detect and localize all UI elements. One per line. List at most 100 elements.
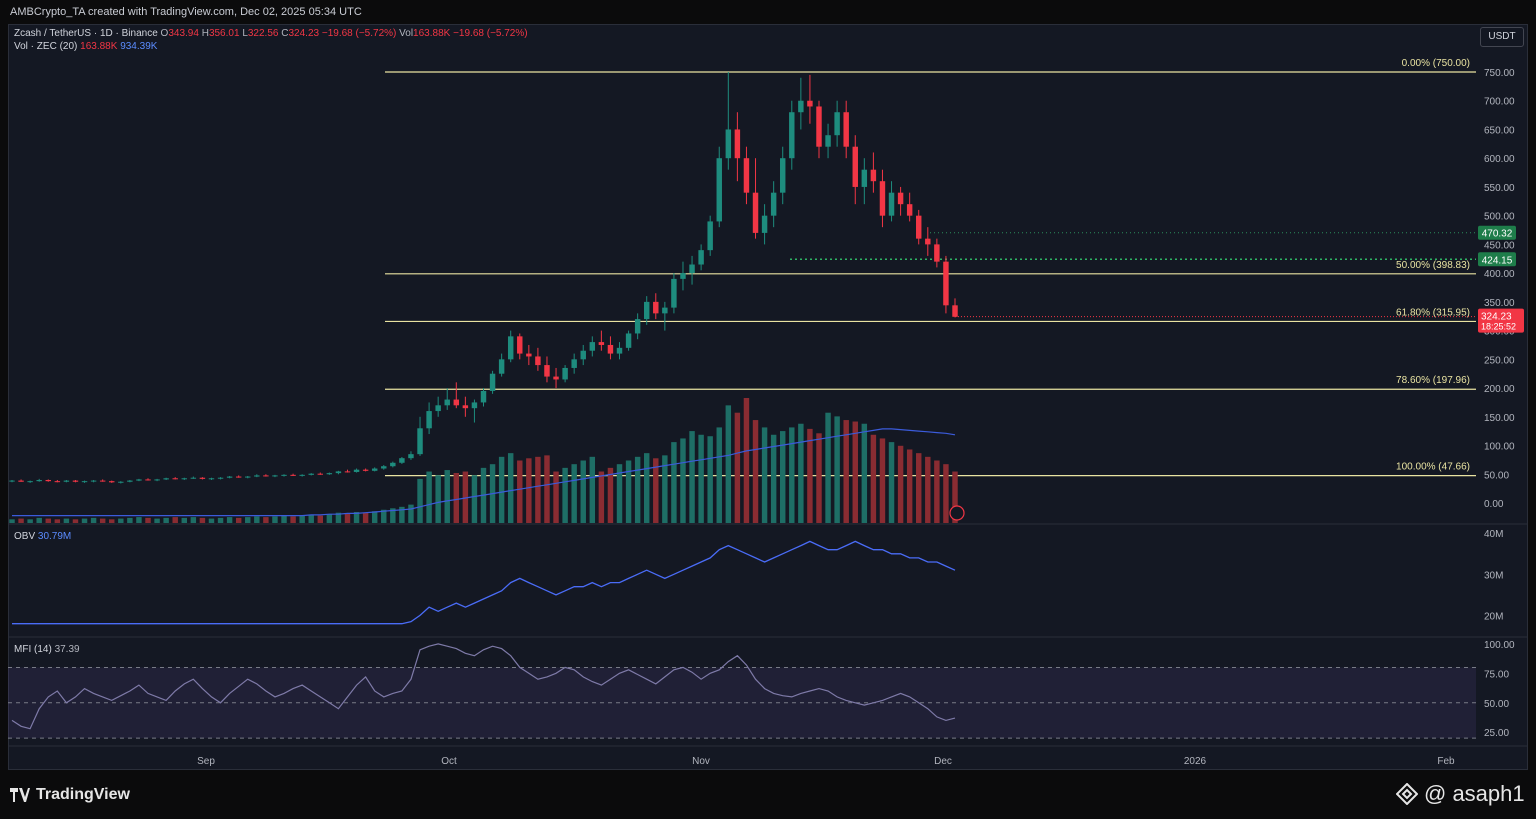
- vol-label: Vol: [399, 28, 414, 39]
- candle-body: [308, 473, 314, 475]
- candle-body: [217, 477, 224, 479]
- time-axis-label: Sep: [197, 756, 215, 767]
- candle-body: [426, 411, 432, 429]
- credit-text: AMBCrypto_TA created with TradingView.co…: [10, 6, 362, 18]
- volume-bar: [861, 423, 868, 523]
- ohlc-legend: Zcash / TetherUS · 1D · Binance O343.94 …: [14, 28, 528, 39]
- candle-body: [834, 112, 840, 136]
- volume-bar: [217, 517, 224, 523]
- candle-body: [852, 146, 858, 187]
- symbol-name[interactable]: Zcash / TetherUS · 1D · Binance: [14, 28, 158, 39]
- candle-body: [163, 478, 169, 480]
- volume-bar: [36, 517, 42, 523]
- price-axis-tick: 50.00: [1484, 470, 1509, 481]
- volume-bar: [353, 511, 360, 523]
- mfi-axis-tick: 75.00: [1484, 669, 1509, 680]
- volume-bar: [752, 420, 759, 523]
- candle-body: [643, 301, 650, 320]
- candle-body: [752, 192, 759, 233]
- candle-body: [272, 475, 278, 477]
- volume-bar: [553, 471, 559, 523]
- mfi-band: [8, 667, 1476, 739]
- volume-bar: [743, 398, 750, 523]
- volume-bar: [453, 473, 460, 523]
- candle-body: [580, 350, 586, 360]
- candle-body: [589, 342, 596, 351]
- volume-legend[interactable]: Vol · ZEC (20) 163.88K 934.39K: [14, 41, 157, 52]
- volume-bar: [716, 427, 722, 523]
- volume-bar: [589, 456, 596, 523]
- candle-body: [498, 359, 505, 374]
- price-axis-tick: 700.00: [1484, 97, 1515, 108]
- volume-bar: [952, 471, 958, 523]
- candle-body: [471, 402, 478, 409]
- obv-line: [12, 540, 956, 625]
- candle-body: [462, 405, 469, 409]
- price-chart[interactable]: 750.00 700.00 650.00 600.00 550.00 500.00 450.…: [0, 0, 1536, 770]
- volume-bar: [807, 428, 813, 523]
- candle-body: [571, 359, 577, 368]
- time-axis-label: Oct: [441, 756, 457, 767]
- time-axis-label: Nov: [692, 756, 710, 767]
- time-axis-label: Feb: [1437, 756, 1455, 767]
- volume-bar: [390, 508, 396, 523]
- binance-diamond-icon: [1396, 783, 1418, 805]
- candle-body: [843, 112, 849, 147]
- price-axis-tick: 600.00: [1484, 154, 1515, 165]
- candle-body: [770, 192, 777, 216]
- candle-body: [761, 215, 768, 233]
- volume-bar: [571, 464, 577, 523]
- candle-body: [90, 480, 97, 482]
- volume-bar: [190, 517, 197, 523]
- obv-axis-tick: 30M: [1484, 570, 1503, 581]
- mfi-legend[interactable]: MFI (14) 37.39: [14, 644, 80, 655]
- volume-bar: [707, 436, 713, 523]
- volume-bar: [879, 438, 886, 523]
- mfi-label: MFI (14): [14, 644, 52, 655]
- candle-body: [816, 106, 822, 147]
- candle-body: [444, 399, 450, 406]
- candle-body: [734, 129, 741, 159]
- low-label: L: [242, 28, 248, 39]
- volume-bar: [362, 512, 369, 523]
- volume-bar: [435, 475, 441, 523]
- candle-body: [235, 476, 242, 478]
- volume-bar: [408, 504, 414, 523]
- open-value: 343.94: [168, 28, 199, 39]
- volume-bar: [535, 456, 541, 523]
- watermark-handle: @ asaph1: [1424, 781, 1525, 806]
- volume-bar: [417, 478, 423, 523]
- volume-ma-line: [12, 428, 956, 517]
- candle-body: [707, 221, 713, 251]
- change-value: −19.68 (−5.72%): [321, 28, 397, 39]
- obv-legend[interactable]: OBV 30.79M: [14, 531, 71, 542]
- volume-bar: [18, 518, 24, 523]
- candle-body: [825, 135, 831, 147]
- alert-icon[interactable]: [949, 505, 965, 521]
- currency-button[interactable]: USDT: [1480, 27, 1524, 47]
- candle-body: [671, 278, 677, 308]
- volume-bar: [326, 514, 333, 523]
- time-axis-label: 2026: [1184, 756, 1207, 767]
- candle-body: [517, 336, 523, 354]
- volume-bar: [834, 416, 840, 523]
- candle-body: [934, 244, 940, 262]
- candle-body: [888, 192, 895, 216]
- price-axis-tick: 550.00: [1484, 183, 1515, 194]
- candle-body: [562, 367, 568, 380]
- candle-body: [789, 112, 795, 159]
- chart-container[interactable]: [8, 24, 1528, 770]
- volume-bar: [235, 517, 242, 523]
- candle-body: [18, 480, 24, 482]
- volume-bar: [45, 518, 51, 523]
- volume-bar: [308, 514, 314, 523]
- volume-bar: [734, 412, 741, 523]
- last-price-tag: [1478, 308, 1524, 333]
- volume-bar: [934, 460, 940, 523]
- volume-bar: [199, 517, 206, 523]
- volume-bar: [580, 460, 586, 523]
- volume-bar: [526, 458, 532, 523]
- candle-body: [417, 428, 423, 455]
- price-axis-tick: 500.00: [1484, 212, 1515, 223]
- vol-value: 163.88K: [413, 28, 451, 39]
